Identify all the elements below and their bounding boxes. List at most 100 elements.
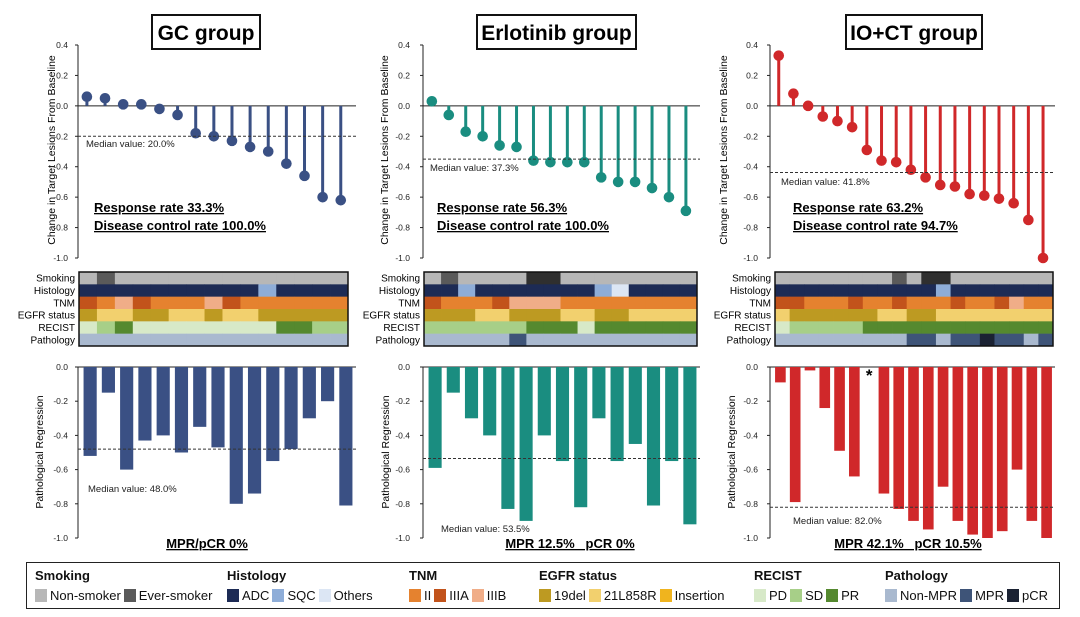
heatmap-cell	[114, 272, 134, 285]
heatmap-cell	[877, 284, 893, 297]
heatmap-cell	[611, 272, 630, 285]
heatmap-cell	[96, 309, 116, 322]
lollipop-dot	[934, 179, 946, 191]
lollipop-dot	[949, 181, 961, 192]
legend-item: 19del	[539, 587, 586, 605]
heatmap-cell	[276, 296, 295, 310]
heatmap-cell	[79, 321, 98, 334]
heatmap-row-label: Smoking	[36, 274, 75, 285]
heatmap-cell	[560, 284, 578, 297]
heatmap-cell	[921, 296, 937, 310]
y-tick-label: -0.2	[743, 396, 758, 406]
heatmap-border	[774, 271, 1054, 347]
median-label: Median value: 20.0%	[86, 139, 175, 150]
legend-label: SQC	[287, 588, 316, 603]
pathology-bar	[592, 367, 606, 419]
legend-label: PR	[841, 588, 860, 603]
heatmap-cell	[543, 284, 561, 297]
heatmap-cell	[775, 296, 791, 310]
pathology-bar	[908, 367, 919, 521]
heatmap-cell	[330, 321, 349, 334]
pathology-bar	[610, 367, 624, 462]
y-tick-label: 0.2	[398, 70, 410, 80]
heatmap-cell	[994, 296, 1010, 310]
heatmap-cell	[150, 309, 170, 322]
heatmap-cell	[645, 321, 664, 334]
heatmap-row-label: Histology	[379, 286, 420, 297]
heatmap-cell	[276, 272, 295, 285]
heatmap-cell	[458, 272, 476, 285]
heatmap-cell	[577, 284, 596, 297]
y-tick-label: 0.4	[56, 40, 68, 50]
heatmap-cell	[258, 321, 277, 334]
heatmap-cell	[611, 284, 630, 297]
heatmap-cell	[509, 296, 527, 310]
heatmap-cell	[1009, 272, 1025, 285]
heatmap-cell	[204, 284, 223, 297]
heatmap-cell	[526, 296, 544, 310]
panel-ioct: IO+CT group 0.4 0.2 0.0 -0.2 -0.4 -0.6 -0.8 -1.0…	[714, 14, 1055, 551]
legend-label: II	[424, 588, 432, 603]
heatmap-cell	[906, 321, 922, 334]
legend-swatch	[659, 589, 672, 602]
heatmap-cell	[222, 272, 241, 285]
heatmap-cell	[424, 284, 442, 297]
group-title-box	[151, 14, 261, 50]
lollipop-dot	[117, 99, 129, 110]
heatmap-cell	[818, 284, 834, 297]
legend-label: IIIA	[449, 588, 469, 603]
group-title: Erlotinib group	[481, 22, 631, 45]
heatmap-cell	[458, 284, 476, 297]
heatmap-cell	[662, 309, 681, 322]
pathology-bar	[120, 367, 134, 470]
heatmap-cell	[577, 296, 596, 310]
heatmap-cell	[577, 272, 596, 285]
heatmap-cell	[492, 333, 510, 347]
heatmap-border	[78, 271, 349, 347]
disease-control-rate: Disease control rate 94.7%	[793, 218, 958, 233]
heatmap-cell	[168, 309, 187, 322]
legend-label: PD	[769, 588, 788, 603]
group-title-box	[476, 14, 637, 50]
legend-swatch	[318, 589, 331, 602]
pathology-bar	[982, 367, 993, 538]
heatmap-cell	[611, 296, 630, 310]
heatmap-cell	[509, 309, 527, 322]
pathology-bar	[789, 367, 801, 503]
heatmap-cell	[79, 284, 98, 297]
heatmap-cell	[892, 321, 908, 334]
heatmap-cell	[877, 333, 893, 347]
heatmap-cell	[1009, 333, 1025, 347]
legend-swatch	[434, 589, 447, 602]
pathology-bar	[284, 367, 298, 450]
lollipop-dot	[494, 140, 505, 151]
heatmap-cell	[96, 284, 116, 297]
heatmap-cell	[775, 333, 791, 347]
heatmap-cell	[789, 333, 805, 347]
heatmap-cell	[168, 272, 187, 285]
heatmap-row-label: Pathology	[727, 335, 771, 346]
y-tick-label: -0.8	[743, 223, 758, 233]
heatmap-cell	[312, 296, 331, 310]
heatmap-cell	[294, 321, 313, 334]
heatmap-cell	[577, 321, 596, 334]
heatmap-cell	[679, 296, 698, 310]
heatmap-cell	[150, 321, 170, 334]
heatmap-cell	[204, 272, 223, 285]
heatmap-cell	[150, 284, 170, 297]
heatmap-cell	[276, 284, 295, 297]
heatmap-cell	[921, 272, 937, 285]
heatmap-cell	[424, 272, 442, 285]
y-tick-label: -0.4	[743, 430, 758, 440]
y-tick-label: -0.2	[53, 396, 68, 406]
lollipop-dot	[905, 164, 917, 176]
pathology-bar	[665, 367, 679, 462]
lollipop-dot	[477, 130, 488, 142]
heatmap-cell	[935, 333, 951, 347]
heatmap-cell	[862, 272, 878, 285]
legend-swatch	[885, 589, 897, 602]
heatmap-cell	[628, 296, 647, 310]
y-tick-label: -1.0	[53, 253, 68, 263]
heatmap-cell	[906, 272, 922, 285]
pathology-bar	[922, 367, 934, 530]
